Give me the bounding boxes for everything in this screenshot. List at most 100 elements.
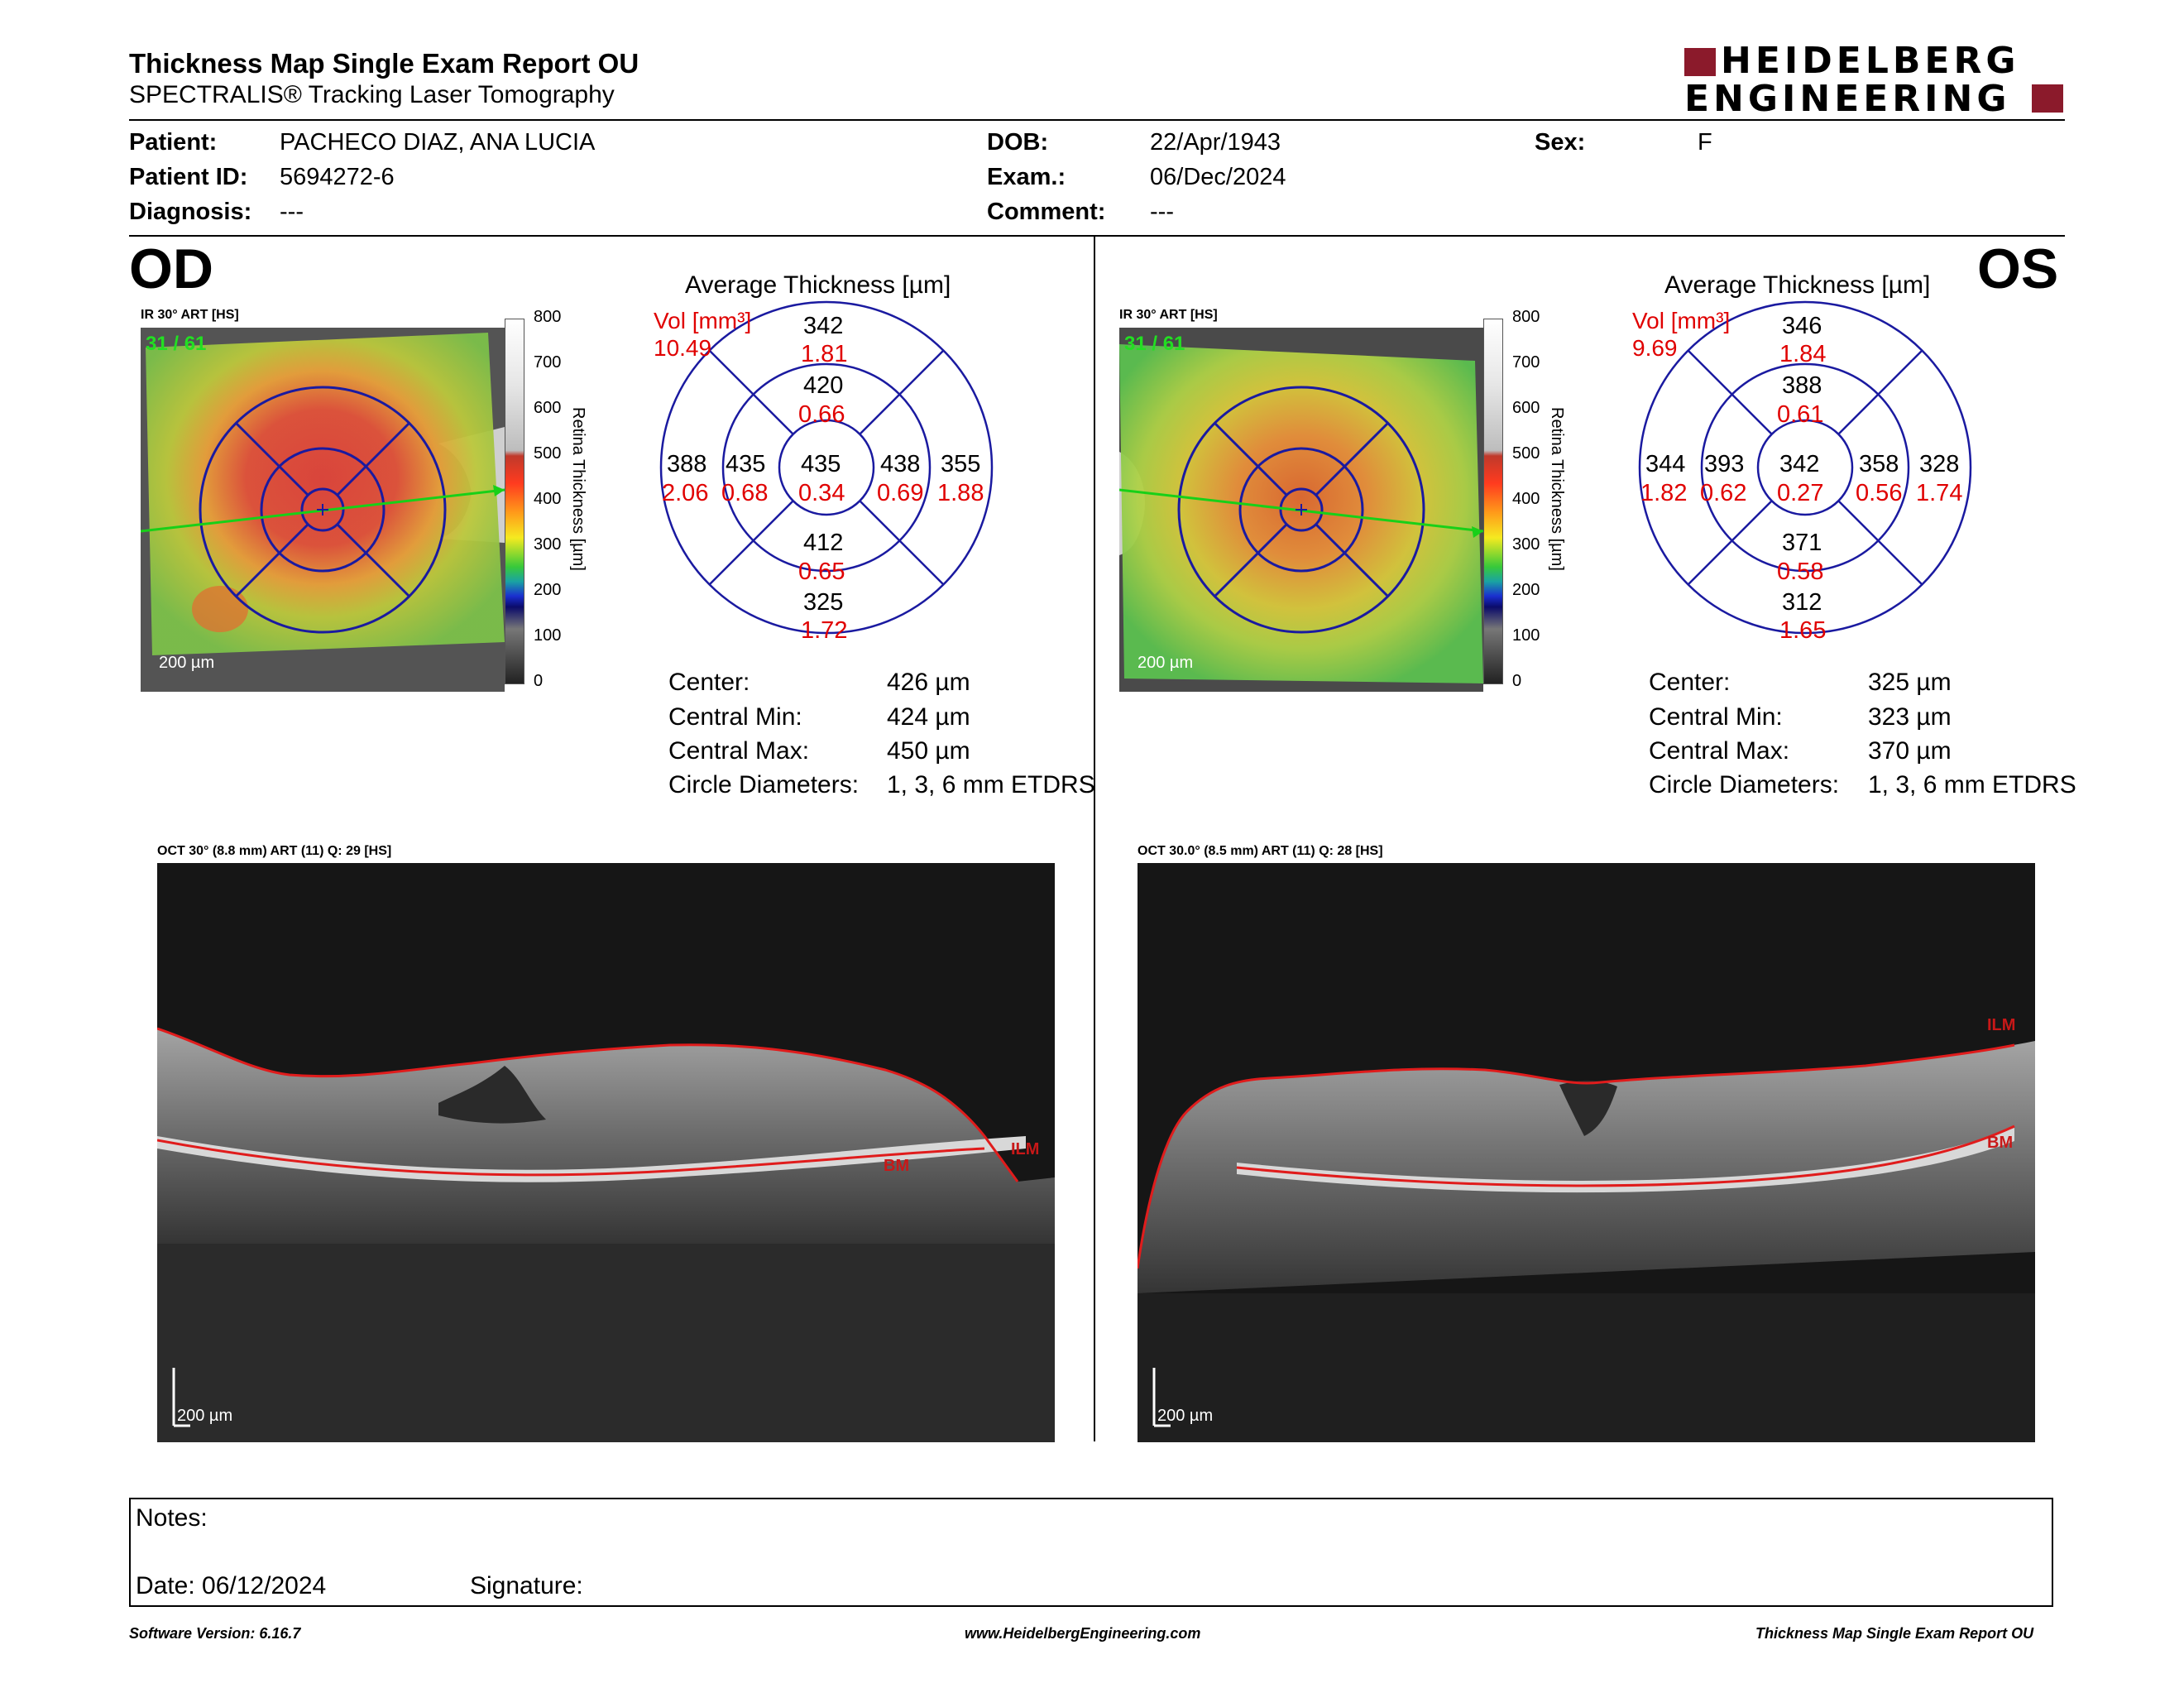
os-oct-title: OCT 30.0° (8.5 mm) ART (11) Q: 28 [HS] — [1138, 844, 1383, 858]
sex-value: F — [1698, 129, 1712, 156]
od-eye-label: OD — [129, 237, 213, 300]
os-cb-tick-500: 500 — [1512, 444, 1540, 463]
od-map-title: IR 30° ART [HS] — [141, 308, 239, 322]
os-inner-sup-volume: 0.61 — [1777, 401, 1824, 428]
od-cb-tick-300: 300 — [534, 535, 562, 554]
patient-label: Patient: — [129, 129, 218, 156]
od-outer-left-volume: 2.06 — [662, 480, 709, 506]
od-inner-left-thickness: 435 — [726, 451, 766, 477]
od-central-min-value: 424 µm — [887, 703, 970, 731]
od-oct-scale: 200 µm — [177, 1407, 233, 1425]
os-inner-left-thickness: 393 — [1704, 451, 1745, 477]
os-cb-tick-800: 800 — [1512, 308, 1540, 326]
heidelberg-logo: HEIDELBERG ENGINEERING — [1684, 40, 2065, 120]
od-inner-inf-volume: 0.65 — [798, 559, 845, 585]
os-circle-diam-value: 1, 3, 6 mm ETDRS — [1868, 771, 2076, 798]
od-colorbar-ticks: 800 700 600 500 400 300 200 100 0 — [534, 308, 567, 705]
notes-label: Notes: — [136, 1504, 208, 1532]
comment-label: Comment: — [987, 199, 1106, 225]
od-oct-title: OCT 30° (8.8 mm) ART (11) Q: 29 [HS] — [157, 844, 392, 858]
od-inner-inf-thickness: 412 — [803, 530, 844, 556]
od-cb-tick-800: 800 — [534, 308, 562, 326]
footer-software-version: Software Version: 6.16.7 — [129, 1625, 301, 1642]
os-ilm-label: ILM — [1987, 1016, 2016, 1034]
os-oct-scan — [1138, 863, 2035, 1442]
os-cb-tick-600: 600 — [1512, 399, 1540, 417]
os-outer-left-thickness: 344 — [1645, 451, 1686, 477]
os-outer-right-volume: 1.74 — [1916, 480, 1963, 506]
od-central-max-value: 450 µm — [887, 737, 970, 765]
logo-square-top — [1684, 48, 1716, 76]
os-central-max-value: 370 µm — [1868, 737, 1952, 765]
os-outer-inf-thickness: 312 — [1782, 589, 1822, 616]
od-outer-right-volume: 1.88 — [937, 480, 984, 506]
logo-square-bottom — [2032, 84, 2063, 113]
os-colorbar-ticks: 800 700 600 500 400 300 200 100 0 — [1512, 308, 1545, 705]
od-etdrs-grid — [659, 300, 994, 635]
od-vol-value: 10.49 — [654, 335, 712, 361]
od-thickness-map — [141, 328, 505, 692]
os-vol-label: Vol [mm³] — [1632, 308, 1731, 333]
header-divider — [129, 119, 2065, 121]
os-inner-right-thickness: 358 — [1859, 451, 1899, 477]
od-central-max-label: Central Max: — [668, 737, 810, 765]
os-central-min-label: Central Min: — [1649, 703, 1783, 731]
os-inner-right-volume: 0.56 — [1856, 480, 1903, 506]
od-cb-tick-200: 200 — [534, 581, 562, 599]
od-cb-tick-400: 400 — [534, 490, 562, 508]
os-map-title: IR 30° ART [HS] — [1119, 308, 1218, 322]
os-oct-scale: 200 µm — [1157, 1407, 1214, 1425]
os-inner-inf-thickness: 371 — [1782, 530, 1822, 556]
od-circle-diam-value: 1, 3, 6 mm ETDRS — [887, 771, 1095, 798]
od-central-min-label: Central Min: — [668, 703, 802, 731]
diagnosis-value: --- — [280, 199, 304, 225]
od-outer-left-thickness: 388 — [667, 451, 707, 477]
diagnosis-label: Diagnosis: — [129, 199, 252, 225]
od-outer-inf-volume: 1.72 — [801, 617, 848, 644]
os-inner-sup-thickness: 388 — [1782, 372, 1822, 399]
footer-report-name: Thickness Map Single Exam Report OU — [1755, 1625, 2034, 1642]
logo-line2: ENGINEERING — [1684, 78, 2011, 120]
os-outer-sup-volume: 1.84 — [1779, 341, 1827, 367]
od-outer-sup-thickness: 342 — [803, 313, 844, 339]
od-circle-diam-label: Circle Diameters: — [668, 771, 860, 798]
os-thickness-map — [1119, 328, 1483, 692]
patient-id-label: Patient ID: — [129, 164, 248, 190]
os-cb-tick-100: 100 — [1512, 626, 1540, 645]
os-outer-inf-volume: 1.65 — [1779, 617, 1827, 644]
notes-box[interactable]: Notes: Date: 06/12/2024 Signature: — [129, 1498, 2053, 1607]
os-bm-label: BM — [1987, 1134, 2014, 1152]
od-cb-tick-500: 500 — [534, 444, 562, 463]
os-cb-tick-300: 300 — [1512, 535, 1540, 554]
os-outer-left-volume: 1.82 — [1640, 480, 1688, 506]
od-inner-right-volume: 0.69 — [877, 480, 924, 506]
od-inner-sup-volume: 0.66 — [798, 401, 845, 428]
os-map-scale: 200 µm — [1138, 654, 1194, 672]
os-center-label: Center: — [1649, 669, 1731, 696]
report-title: Thickness Map Single Exam Report OU — [129, 48, 639, 79]
od-vol-label: Vol [mm³] — [654, 308, 752, 333]
os-colorbar-label: Retina Thickness [µm] — [1548, 407, 1566, 571]
od-avg-title: Average Thickness [µm] — [685, 271, 951, 299]
od-center-label: Center: — [668, 669, 750, 696]
os-center-volume: 0.27 — [1777, 480, 1824, 506]
os-center-value: 325 µm — [1868, 669, 1952, 696]
os-outer-right-thickness: 328 — [1919, 451, 1960, 477]
od-cb-tick-100: 100 — [534, 626, 562, 645]
signature-label: Signature: — [470, 1572, 583, 1599]
os-circle-diam-label: Circle Diameters: — [1649, 771, 1840, 798]
os-center-thickness: 342 — [1779, 451, 1820, 477]
od-inner-right-thickness: 438 — [880, 451, 921, 477]
os-eye-label: OS — [1977, 237, 2059, 300]
os-inner-inf-volume: 0.58 — [1777, 559, 1824, 585]
od-center-volume: 0.34 — [798, 480, 845, 506]
os-central-min-value: 323 µm — [1868, 703, 1952, 731]
dob-label: DOB: — [987, 129, 1049, 156]
od-frame-counter: 31 / 61 — [146, 333, 207, 355]
exam-label: Exam.: — [987, 164, 1066, 190]
exam-value: 06/Dec/2024 — [1150, 164, 1286, 190]
od-map-scale: 200 µm — [159, 654, 215, 672]
patient-id: 5694272-6 — [280, 164, 395, 190]
od-oct-scan — [157, 863, 1055, 1442]
os-avg-title: Average Thickness [µm] — [1664, 271, 1931, 299]
